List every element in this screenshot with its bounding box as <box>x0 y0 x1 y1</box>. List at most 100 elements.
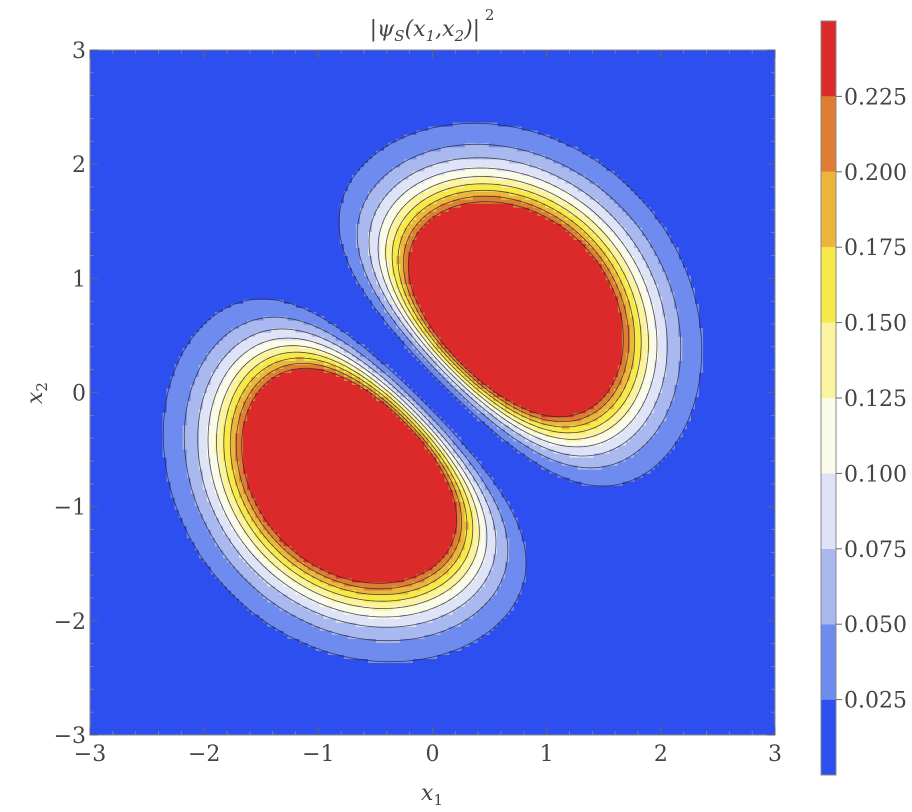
contour-cell <box>359 178 365 184</box>
contour-cell <box>392 521 397 527</box>
contour-cell <box>267 610 272 615</box>
contour-cell <box>347 376 353 382</box>
contour-cell <box>392 529 397 535</box>
contour-cell <box>351 545 357 551</box>
contour-cell <box>392 287 397 293</box>
contour-cell <box>347 517 353 523</box>
contour-cell <box>355 364 361 369</box>
contour-cell <box>396 420 401 426</box>
contour-cell <box>372 517 377 523</box>
contour-cell <box>255 473 260 478</box>
contour-cell <box>222 352 228 357</box>
contour-cell <box>222 348 228 353</box>
contour-cell <box>227 440 232 446</box>
contour-cell <box>355 187 361 192</box>
contour-cell <box>287 606 293 611</box>
contour-cell <box>182 424 188 430</box>
contour-cell <box>295 396 301 402</box>
contour-cell <box>400 654 405 660</box>
contour-cell <box>206 376 212 382</box>
contour-cell <box>404 602 409 607</box>
contour-cell <box>299 589 305 595</box>
contour-cell <box>388 497 393 502</box>
contour-cell <box>198 376 204 382</box>
contour-cell <box>376 598 381 603</box>
contour-cell <box>327 593 333 599</box>
contour-cell <box>388 557 393 563</box>
contour-cell <box>364 187 369 192</box>
contour-cell <box>388 630 393 635</box>
contour-cell <box>372 195 377 200</box>
contour-cell <box>174 469 180 474</box>
contour-cell <box>384 618 389 623</box>
contour-cell <box>263 481 268 486</box>
contour-cell <box>263 598 268 603</box>
contour-cell <box>319 444 325 450</box>
contour-cell <box>235 340 240 345</box>
contour-cell <box>275 477 280 482</box>
contour-cell <box>359 400 365 406</box>
contour-cell <box>287 505 293 510</box>
contour-cell <box>311 521 317 527</box>
contour-cell <box>231 408 236 414</box>
contour-cell <box>323 569 329 575</box>
contour-cell <box>388 618 393 623</box>
contour-cell <box>372 501 377 506</box>
contour-cell <box>311 456 317 462</box>
contour-cell <box>368 529 373 535</box>
contour-cell <box>343 541 349 547</box>
contour-cell <box>243 328 248 333</box>
contour-cell <box>392 465 397 470</box>
contour-cell <box>194 384 200 390</box>
contour-cell <box>194 481 200 486</box>
contour-cell <box>404 642 409 647</box>
contour-cell <box>251 497 256 502</box>
contour-cell <box>311 432 317 438</box>
contour-cell <box>400 408 405 414</box>
contour-cell <box>255 485 260 490</box>
contour-cell <box>319 593 325 599</box>
contour-cell <box>376 283 381 289</box>
contour-cell <box>319 473 325 478</box>
contour-cell <box>295 606 301 611</box>
contour-cell <box>311 372 317 377</box>
contour-cell <box>307 444 313 450</box>
contour-cell <box>231 545 236 551</box>
contour-cell <box>214 380 220 386</box>
contour-cell <box>311 428 317 434</box>
contour-cell <box>283 461 289 466</box>
contour-cell <box>368 170 373 176</box>
contour-cell <box>396 577 401 583</box>
contour-cell <box>251 412 256 418</box>
contour-cell <box>376 618 381 623</box>
contour-cell <box>186 392 192 398</box>
contour-cell <box>239 521 244 527</box>
contour-cell <box>267 400 272 406</box>
contour-cell <box>404 146 409 152</box>
contour-cell <box>255 408 260 414</box>
contour-cell <box>400 400 405 406</box>
contour-cell <box>227 557 232 563</box>
contour-cell <box>359 569 365 575</box>
contour-cell <box>259 473 264 478</box>
contour-cell <box>404 307 409 313</box>
contour-cell <box>404 408 409 414</box>
contour-cell <box>291 376 297 382</box>
contour-cell <box>214 384 220 390</box>
contour-cell <box>307 618 313 623</box>
contour-cell <box>339 573 345 579</box>
contour-cell <box>392 658 397 664</box>
contour-cell <box>323 485 329 490</box>
contour-cell <box>355 178 361 184</box>
contour-cell <box>287 581 293 587</box>
contour-cell <box>239 396 244 402</box>
contour-cell <box>247 348 252 353</box>
contour-cell <box>287 307 293 313</box>
contour-cell <box>218 368 224 373</box>
contour-cell <box>247 525 252 531</box>
contour-cell <box>243 585 248 591</box>
contour-cell <box>376 529 381 535</box>
contour-cell <box>351 400 357 406</box>
contour-cell <box>231 436 236 442</box>
contour-cell <box>380 465 385 470</box>
